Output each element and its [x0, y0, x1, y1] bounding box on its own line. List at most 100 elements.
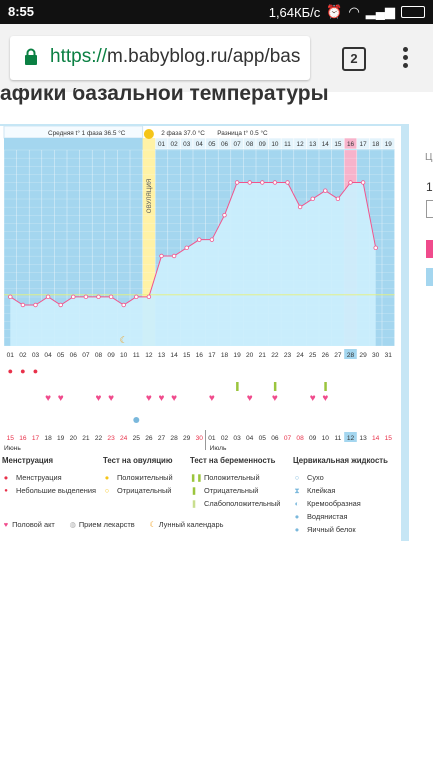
day-label: 17: [208, 352, 216, 359]
day-label: 10: [120, 352, 128, 359]
cycle-day-label: 10: [271, 141, 279, 148]
tab-switcher-button[interactable]: 2: [342, 47, 366, 71]
heart-icon: ♥: [171, 393, 177, 404]
day-label: 06: [70, 352, 78, 359]
day-label: 02: [19, 352, 27, 359]
cycle-day-label: 02: [171, 141, 179, 148]
alarm-icon: ⏰: [326, 4, 343, 19]
day-label: 23: [284, 352, 292, 359]
calendar-date: 26: [145, 435, 153, 442]
sun-icon: ●: [104, 473, 110, 482]
temperature-area: [10, 182, 376, 346]
calendar-date: 17: [32, 435, 40, 442]
heart-icon: ♥: [3, 520, 9, 529]
day-label: 04: [44, 352, 52, 359]
status-bar: 8:55 1,64КБ/с ⏰ ◠ ▂▄▆: [0, 0, 433, 24]
cycle-day-label: 12: [297, 141, 305, 148]
address-bar[interactable]: https://m.babyblog.ru/app/bas: [10, 36, 310, 80]
signal-icon: ▂▄▆: [365, 4, 395, 19]
watery-icon: ●: [294, 512, 300, 521]
cycle-day-label: 15: [334, 141, 342, 148]
ovulation-label: ОВУЛЯЦИЯ: [146, 179, 153, 213]
temperature-point: [234, 180, 240, 185]
day-label: 22: [271, 352, 279, 359]
calendar-date: 10: [322, 435, 330, 442]
page-title: афики базальной температуры: [0, 82, 329, 105]
side-blue-swatch: [426, 268, 433, 286]
empty-sun-icon: ○: [104, 486, 110, 495]
cycle-day-label: 07: [234, 141, 242, 148]
ovulation-sun-icon: [143, 129, 154, 139]
double-bar-icon: ❚❚: [190, 473, 203, 482]
calendar-date: 27: [158, 435, 166, 442]
temperature-point: [323, 188, 328, 193]
temperature-point: [260, 180, 265, 185]
wifi-icon: ◠: [348, 4, 360, 19]
phase1-label: Средняя t° 1 фаза 36.5 °С: [48, 129, 126, 137]
calendar-date: 02: [221, 435, 229, 442]
day-label: 27: [334, 352, 342, 359]
browser-toolbar: https://m.babyblog.ru/app/bas: [0, 24, 433, 92]
temperature-point: [360, 180, 366, 185]
cycle-day-label: 11: [284, 141, 291, 148]
phase2-label: 2 фаза 37.0 °С: [161, 129, 205, 137]
temperature-line: [10, 182, 377, 306]
calendar-date: 04: [246, 435, 254, 442]
temperature-point: [184, 245, 189, 251]
day-label: 15: [183, 352, 191, 359]
temperature-point: [71, 294, 76, 300]
heart-icon: ♥: [322, 393, 328, 404]
day-label: 09: [107, 352, 115, 359]
temperature-point: [108, 294, 114, 300]
overflow-menu-icon[interactable]: [398, 44, 412, 74]
heart-icon: ♥: [146, 393, 152, 404]
pregnancy-test-mark: [324, 382, 327, 391]
day-label: 13: [158, 352, 166, 359]
calendar-date: 18: [44, 435, 52, 442]
temperature-point: [335, 196, 341, 202]
legend-ovulation-test: Тест на овуляцию ● Положительный ○ Отрицат…: [103, 456, 173, 495]
calendar-date: 19: [57, 435, 65, 442]
day-label: 14: [170, 352, 178, 359]
side-value: 1: [426, 180, 433, 194]
calendar-date: 20: [70, 435, 78, 442]
cycle-day-label: 03: [183, 141, 191, 148]
calendar-date: 05: [259, 435, 267, 442]
cycle-day-label: 01: [158, 141, 166, 148]
cervical-fluid-icon: [133, 417, 140, 423]
day-label: 03: [32, 352, 40, 359]
temperature-point: [45, 294, 51, 300]
heart-icon: ♥: [159, 393, 165, 404]
temperature-point: [96, 294, 101, 300]
legend-pregnancy-test: Тест на беременность ❚❚ Положительный ❚ От…: [190, 456, 281, 508]
temperature-point: [310, 196, 315, 202]
calendar-date: 30: [196, 435, 204, 442]
cycle-day-label: 14: [322, 141, 330, 148]
cycle-day-cell: [381, 137, 395, 150]
temperature-point: [20, 302, 26, 308]
cycle-day-label: 04: [196, 141, 204, 148]
url-text: https://m.babyblog.ru/app/bas: [50, 46, 301, 67]
day-highlight-box: [344, 349, 357, 359]
pregnancy-test-mark: [236, 382, 239, 391]
calendar-date: 29: [183, 435, 191, 442]
day-label: 20: [246, 352, 254, 359]
clock: 8:55: [8, 4, 35, 19]
calendar-date: 11: [334, 435, 341, 442]
day-label: 08: [95, 352, 103, 359]
temperature-point: [8, 294, 13, 300]
heart-icon: ♥: [45, 393, 51, 404]
side-control[interactable]: [426, 200, 433, 218]
day-label: 21: [259, 352, 267, 359]
cycle-day-label: 19: [385, 141, 393, 148]
calendar-date: 01: [208, 435, 216, 442]
day-label: 30: [372, 352, 380, 359]
calendar-date: 24: [120, 435, 128, 442]
lock-icon: [25, 48, 37, 65]
calendar-date: 14: [372, 435, 380, 442]
calendar-date: 25: [133, 435, 141, 442]
dry-icon: ○: [294, 473, 300, 482]
cycle-day-label: 06: [221, 141, 229, 148]
egg-white-icon: ●: [294, 525, 300, 534]
moon-icon: ☾: [120, 335, 128, 345]
